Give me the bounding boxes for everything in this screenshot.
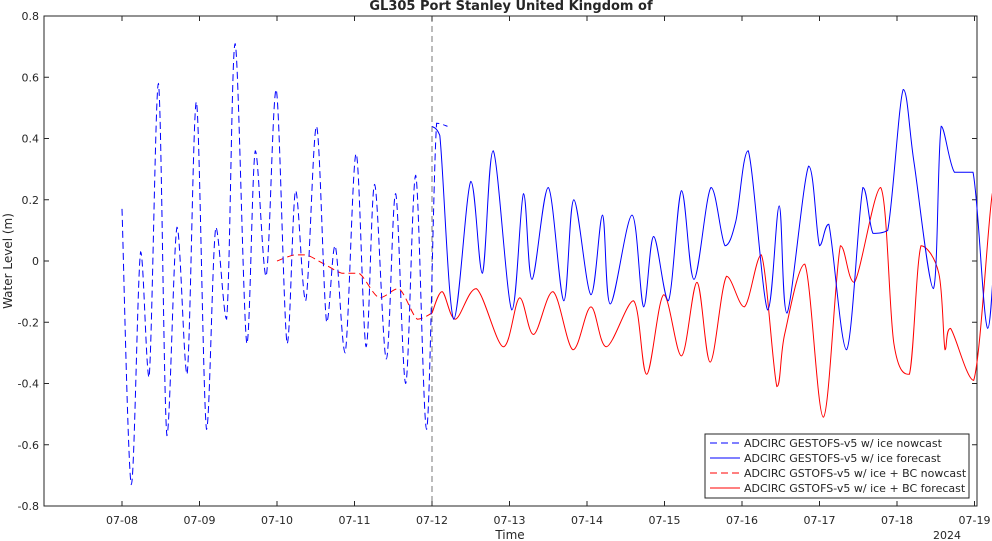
x-tick-label: 07-12 [416, 514, 448, 527]
series-line-2 [431, 88, 992, 351]
x-tick-label: 07-14 [571, 514, 603, 527]
x-tick-label: 07-11 [339, 514, 371, 527]
x-tick-label: 07-10 [261, 514, 293, 527]
x-tick-label: 07-15 [649, 514, 681, 527]
legend-entry: ADCIRC GESTOFS-v5 w/ ice forecast [744, 452, 942, 465]
y-tick-label: 0.4 [22, 133, 40, 146]
series-line-3 [276, 254, 433, 320]
y-axis: -0.8 -0.6 -0.4 -0.2 0 0.2 0.4 0.6 0.8 [18, 10, 977, 513]
legend-entry: ADCIRC GSTOFS-v5 w/ ice + BC forecast [744, 482, 966, 495]
x-axis: 07-08 07-09 07-10 07-11 07-12 07-13 07-14 07-15… [106, 16, 990, 527]
x-tick-label: 07-17 [804, 514, 836, 527]
plot-area [43, 15, 978, 507]
x-tick-label: 07-19 [959, 514, 991, 527]
y-tick-label: 0.2 [22, 194, 40, 207]
x-tick-label: 07-16 [726, 514, 758, 527]
x-axis-label: Time [494, 528, 524, 541]
y-tick-label: 0 [32, 255, 39, 268]
x-tick-label: 07-09 [184, 514, 216, 527]
y-tick-label: -0.8 [18, 500, 39, 513]
year-label: 2024 [933, 529, 961, 541]
chart-title: GL305 Port Stanley United Kingdom of [369, 0, 653, 14]
legend-entry: ADCIRC GESTOFS-v5 w/ ice nowcast [744, 437, 943, 450]
y-tick-label: -0.6 [18, 439, 39, 452]
x-tick-label: 07-08 [106, 514, 138, 527]
legend: ADCIRC GESTOFS-v5 w/ ice nowcast ADCIRC G… [704, 433, 970, 499]
series-line-4 [431, 186, 992, 418]
series-line-1 [121, 43, 448, 486]
x-tick-label: 07-18 [881, 514, 913, 527]
y-tick-label: 0.6 [22, 71, 40, 84]
legend-entry: ADCIRC GSTOFS-v5 w/ ice + BC nowcast [744, 467, 967, 480]
y-tick-label: 0.8 [22, 10, 40, 23]
x-tick-label: 07-13 [494, 514, 526, 527]
y-tick-label: -0.2 [18, 316, 39, 329]
y-tick-label: -0.4 [18, 378, 39, 391]
y-axis-label: Water Level (m) [1, 213, 15, 309]
legend-box [704, 433, 970, 499]
series-group [121, 43, 992, 486]
